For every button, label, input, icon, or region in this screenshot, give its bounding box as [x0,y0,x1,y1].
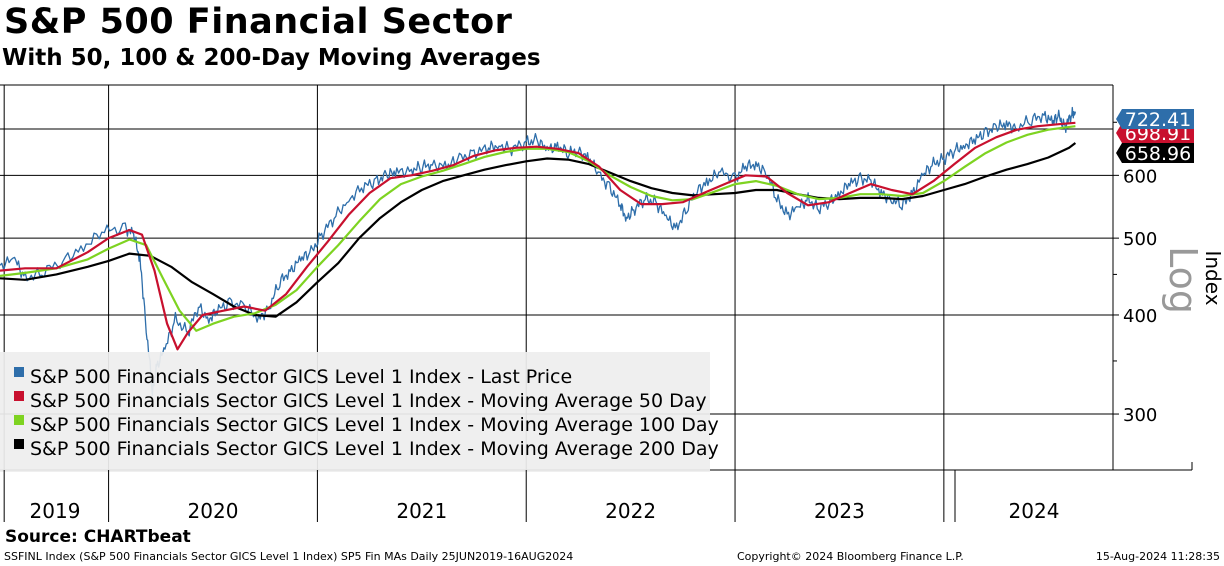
x-tick-label: 2021 [396,499,447,523]
series-line-last_price [0,106,1077,397]
tag-value: 658.96 [1125,143,1191,165]
chart-subtitle: With 50, 100 & 200-Day Moving Averages [2,45,541,71]
log-scale-label: Log [1161,246,1205,314]
legend-item: S&P 500 Financials Sector GICS Level 1 I… [30,438,719,460]
legend-swatch-last_price [14,367,24,377]
footer-timestamp: 15-Aug-2024 11:28:35 [1095,550,1220,563]
series-line-ma100 [0,125,1076,332]
legend-item: S&P 500 Financials Sector GICS Level 1 I… [30,414,719,436]
x-tick-label: 2020 [188,499,239,523]
series-line-ma200 [0,142,1077,318]
last-value-tag-last_price: 722.41 [1116,109,1194,131]
series-line-ma50 [0,121,1076,351]
legend-swatch-ma50 [14,391,24,401]
footer-description: SSFINL Index (S&P 500 Financials Sector … [4,550,574,563]
y-tick-label: 600 [1123,166,1157,187]
tag-shape [1116,143,1194,163]
legend-box [0,352,710,472]
legend-item: S&P 500 Financials Sector GICS Level 1 I… [30,390,707,412]
x-tick-label: 2023 [814,499,865,523]
legend-swatch-ma100 [14,415,24,425]
y-tick-label: 400 [1123,306,1157,327]
legend-item: S&P 500 Financials Sector GICS Level 1 I… [30,366,572,388]
y-tick-label: 300 [1123,405,1157,426]
y-axis-title: Index [1201,250,1224,305]
x-tick-label: 2024 [1009,499,1060,523]
x-tick-label: 2022 [605,499,656,523]
source-note: Source: CHARTbeat [5,527,191,547]
tag-value: 722.41 [1125,109,1191,131]
x-axis: 2019 2020 2021 2022 2023 2024 [3,470,1060,523]
y-tick-label: 500 [1123,229,1157,250]
last-value-tag-ma200: 658.96 [1116,143,1194,165]
legend: S&P 500 Financials Sector GICS Level 1 I… [0,352,719,472]
tag-shape [1116,109,1194,129]
footer-copyright: Copyright© 2024 Bloomberg Finance L.P. [737,550,964,563]
series-layer [0,106,1077,397]
chart-title: S&P 500 Financial Sector [4,2,513,42]
x-tick-label: 2019 [30,499,81,523]
legend-swatch-ma200 [14,439,24,449]
